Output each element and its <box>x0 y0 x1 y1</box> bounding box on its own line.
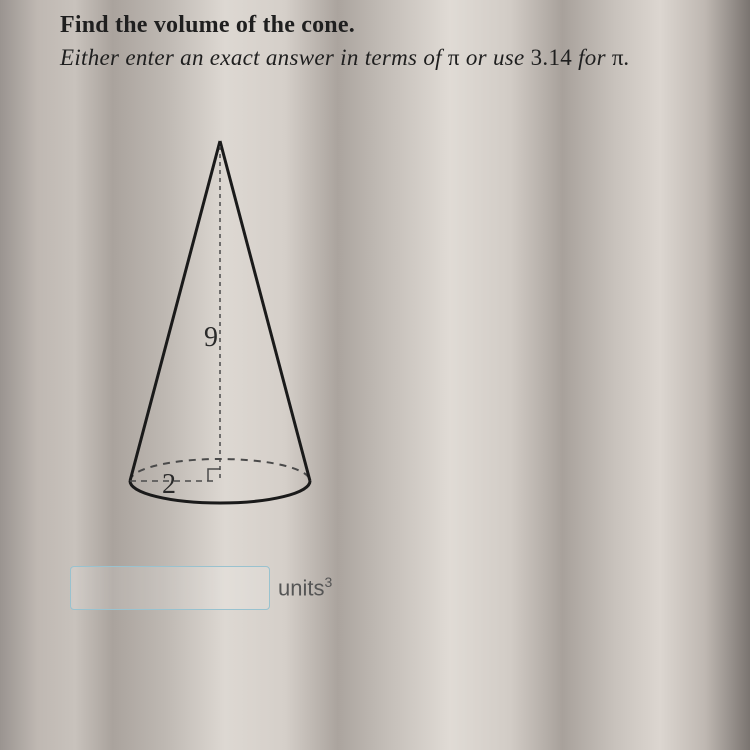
units-exp: 3 <box>324 574 332 590</box>
pi-symbol-2: π <box>612 45 624 70</box>
base-front-arc <box>130 481 310 503</box>
sub-mid: or use <box>460 45 531 70</box>
pi-symbol-1: π <box>448 45 460 70</box>
sub-prefix: Either enter an exact answer in terms of <box>60 45 448 70</box>
cone-left-side <box>130 141 220 481</box>
cone-diagram: 9 2 <box>100 121 720 526</box>
question-title: Find the volume of the cone. <box>60 12 720 39</box>
units-label: units3 <box>278 574 332 601</box>
answer-row: units3 <box>70 566 720 610</box>
sub-end: . <box>624 45 630 70</box>
units-text: units <box>278 576 324 601</box>
question-subtitle: Either enter an exact answer in terms of… <box>60 45 720 71</box>
cone-right-side <box>220 141 310 481</box>
pi-approx: 3.14 <box>531 45 572 70</box>
sub-suffix: for <box>572 45 612 70</box>
answer-input[interactable] <box>70 566 270 610</box>
height-label: 9 <box>204 322 218 353</box>
right-angle-marker <box>208 469 220 481</box>
radius-label: 2 <box>162 469 176 500</box>
cone-svg: 9 2 <box>100 121 360 521</box>
